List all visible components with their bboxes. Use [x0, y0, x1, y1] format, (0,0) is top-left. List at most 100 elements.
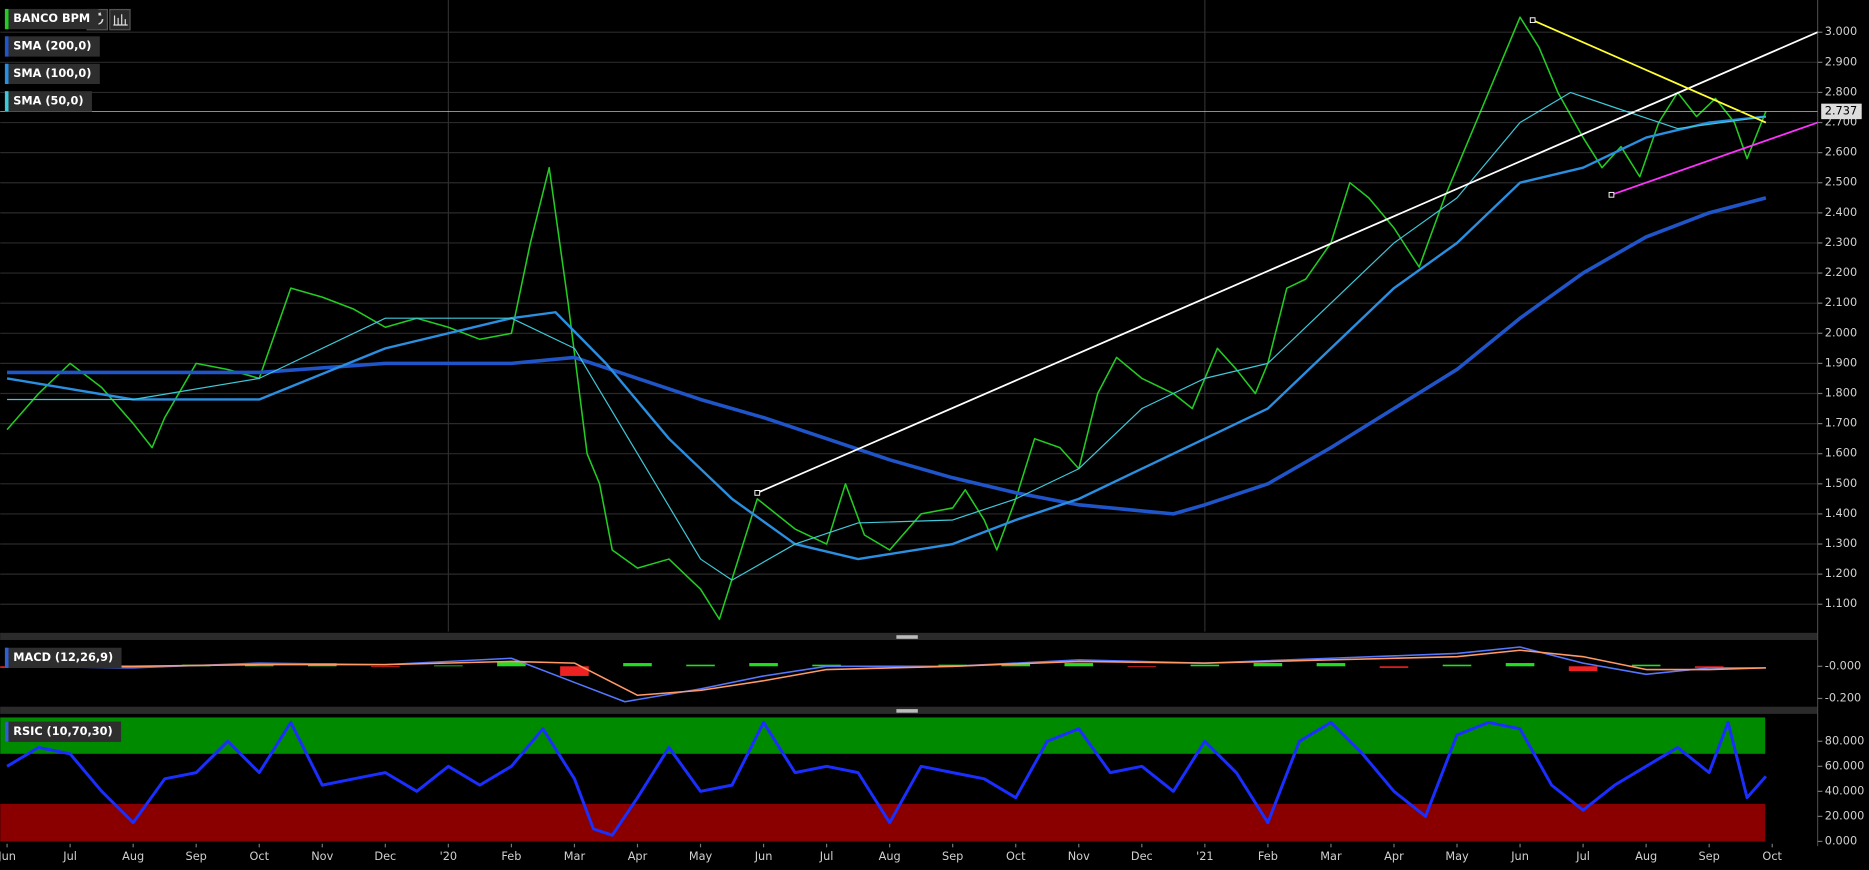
panel: [0, 717, 1768, 842]
series-line: [7, 196, 1767, 516]
y-tick-label: 1.900: [1825, 355, 1857, 369]
y-tick-label: 1.400: [1825, 506, 1857, 520]
x-tick-label: Jul: [62, 849, 77, 863]
macd-histogram-bar: [1568, 666, 1598, 672]
label-box: [4, 91, 92, 112]
x-tick-label: Dec: [374, 849, 396, 863]
x-tick-label: Feb: [501, 849, 521, 863]
label-text: SMA (50,0): [13, 93, 83, 107]
y-tick-label: -0.000: [1825, 658, 1861, 672]
x-tick-label: Oct: [249, 849, 269, 863]
label-text: MACD (12,26,9): [13, 650, 113, 664]
label-color: [4, 647, 9, 668]
panel: [0, 646, 1766, 703]
x-tick-label: Oct: [1762, 849, 1782, 863]
x-tick-label: Jun: [754, 849, 773, 863]
y-tick-label: 3.000: [1825, 24, 1857, 38]
trendline: [1611, 121, 1818, 196]
label-box: [4, 8, 99, 30]
macd-histogram-bar: [1442, 664, 1472, 667]
splitter-handle[interactable]: [896, 709, 918, 713]
x-tick-label: Aug: [122, 849, 144, 863]
indicator-label: MACD (12,26,9): [4, 647, 122, 668]
label-text: RSIC (10,70,30): [13, 724, 112, 738]
y-tick-label: 1.800: [1825, 385, 1857, 399]
splitter-handle[interactable]: [896, 635, 918, 639]
y-tick-label: 2.400: [1825, 205, 1857, 219]
series-line: [6, 720, 1768, 837]
macd-histogram-bar: [371, 666, 400, 668]
label-color: [4, 91, 9, 112]
indicator-label: SMA (200,0): [4, 36, 100, 57]
chart-type-button[interactable]: [109, 8, 131, 31]
macd-histogram-bar: [244, 665, 274, 667]
x-tick-label: Sep: [1699, 849, 1720, 863]
x-tick-label: Apr: [1384, 849, 1404, 863]
y-tick-label: 80.000: [1825, 733, 1865, 747]
x-tick-label: Dec: [1131, 849, 1153, 863]
y-tick-label: 2.200: [1825, 265, 1857, 279]
x-tick-label: Nov: [311, 849, 333, 863]
x-tick-label: Aug: [1635, 849, 1657, 863]
trendline-handle: [754, 489, 761, 496]
x-tick-label: '20: [440, 849, 458, 863]
indicator-label: SMA (50,0): [4, 91, 92, 112]
panel: [0, 0, 1818, 632]
y-tick-label: 2.800: [1825, 84, 1857, 98]
macd-histogram-bar: [1694, 666, 1724, 668]
x-tick-label: May: [689, 849, 713, 863]
trendline-handle: [1608, 191, 1615, 198]
x-tick-label: '21: [1196, 849, 1214, 863]
x-tick-label: Apr: [628, 849, 648, 863]
macd-histogram-bar: [812, 664, 841, 667]
macd-histogram-bar: [1379, 666, 1409, 668]
x-tick-label: Sep: [942, 849, 963, 863]
y-tick-label: 2.500: [1825, 175, 1857, 189]
y-tick-label: -0.200: [1825, 690, 1861, 704]
x-tick-label: Nov: [1068, 849, 1090, 863]
macd-histogram-bar: [1631, 664, 1661, 667]
x-tick-label: Jul: [819, 849, 834, 863]
y-tick-label: 2.900: [1825, 54, 1857, 68]
label-text: SMA (200,0): [13, 38, 91, 52]
label-box: [4, 63, 100, 85]
label-color: [4, 63, 9, 85]
x-tick-label: Mar: [564, 849, 586, 863]
y-tick-label: 1.200: [1825, 566, 1857, 580]
label-color: [4, 36, 9, 57]
macd-histogram-bar: [686, 664, 715, 667]
y-tick-label: 1.100: [1825, 596, 1857, 610]
x-tick-label: Jun: [0, 849, 16, 863]
last-price-box: [1821, 103, 1862, 120]
x-tick-label: Feb: [1258, 849, 1278, 863]
macd-histogram-bar: [749, 663, 778, 667]
indicator-label: BANCO BPM: [4, 8, 99, 30]
x-tick-label: May: [1445, 849, 1469, 863]
macd-histogram-bar: [1064, 663, 1094, 667]
label-box: [4, 721, 122, 742]
y-tick-label: 1.600: [1825, 446, 1857, 460]
trendline: [756, 31, 1818, 494]
macd-histogram-bar: [1316, 663, 1346, 667]
x-tick-label: Jun: [1510, 849, 1529, 863]
y-tick-label: 2.300: [1825, 235, 1857, 249]
label-box: [4, 36, 100, 57]
y-tick-label: 1.700: [1825, 416, 1857, 430]
macd-histogram-bar: [1190, 664, 1220, 667]
y-tick-label: 0.000: [1825, 833, 1857, 847]
macd-histogram-bar: [560, 666, 589, 676]
last-price-label: 2.737: [1825, 103, 1857, 117]
y-tick-label: 2.600: [1825, 145, 1857, 159]
label-color: [4, 721, 9, 742]
label-box: [4, 647, 122, 668]
macd-histogram-bar: [1127, 666, 1157, 668]
macd-histogram-bar: [1253, 663, 1283, 667]
x-tick-label: Mar: [1320, 849, 1342, 863]
indicator-label: RSIC (10,70,30): [4, 721, 122, 742]
label-color: [4, 8, 9, 30]
macd-histogram-bar: [1505, 663, 1535, 667]
macd-histogram-bar: [497, 661, 526, 667]
macd-histogram-bar: [938, 664, 967, 667]
